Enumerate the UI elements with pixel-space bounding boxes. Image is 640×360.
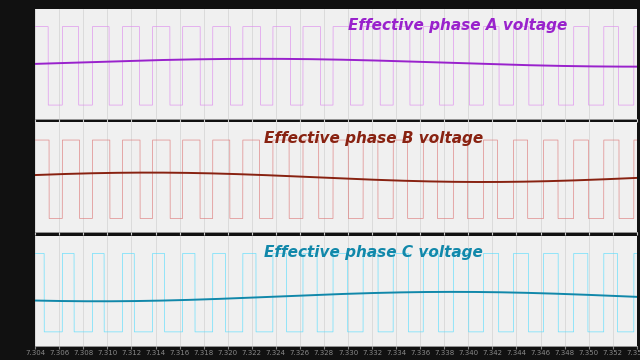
Text: Effective phase C voltage: Effective phase C voltage	[264, 244, 483, 260]
Text: Effective phase A voltage: Effective phase A voltage	[348, 18, 568, 33]
Text: Effective phase B voltage: Effective phase B voltage	[264, 131, 483, 146]
